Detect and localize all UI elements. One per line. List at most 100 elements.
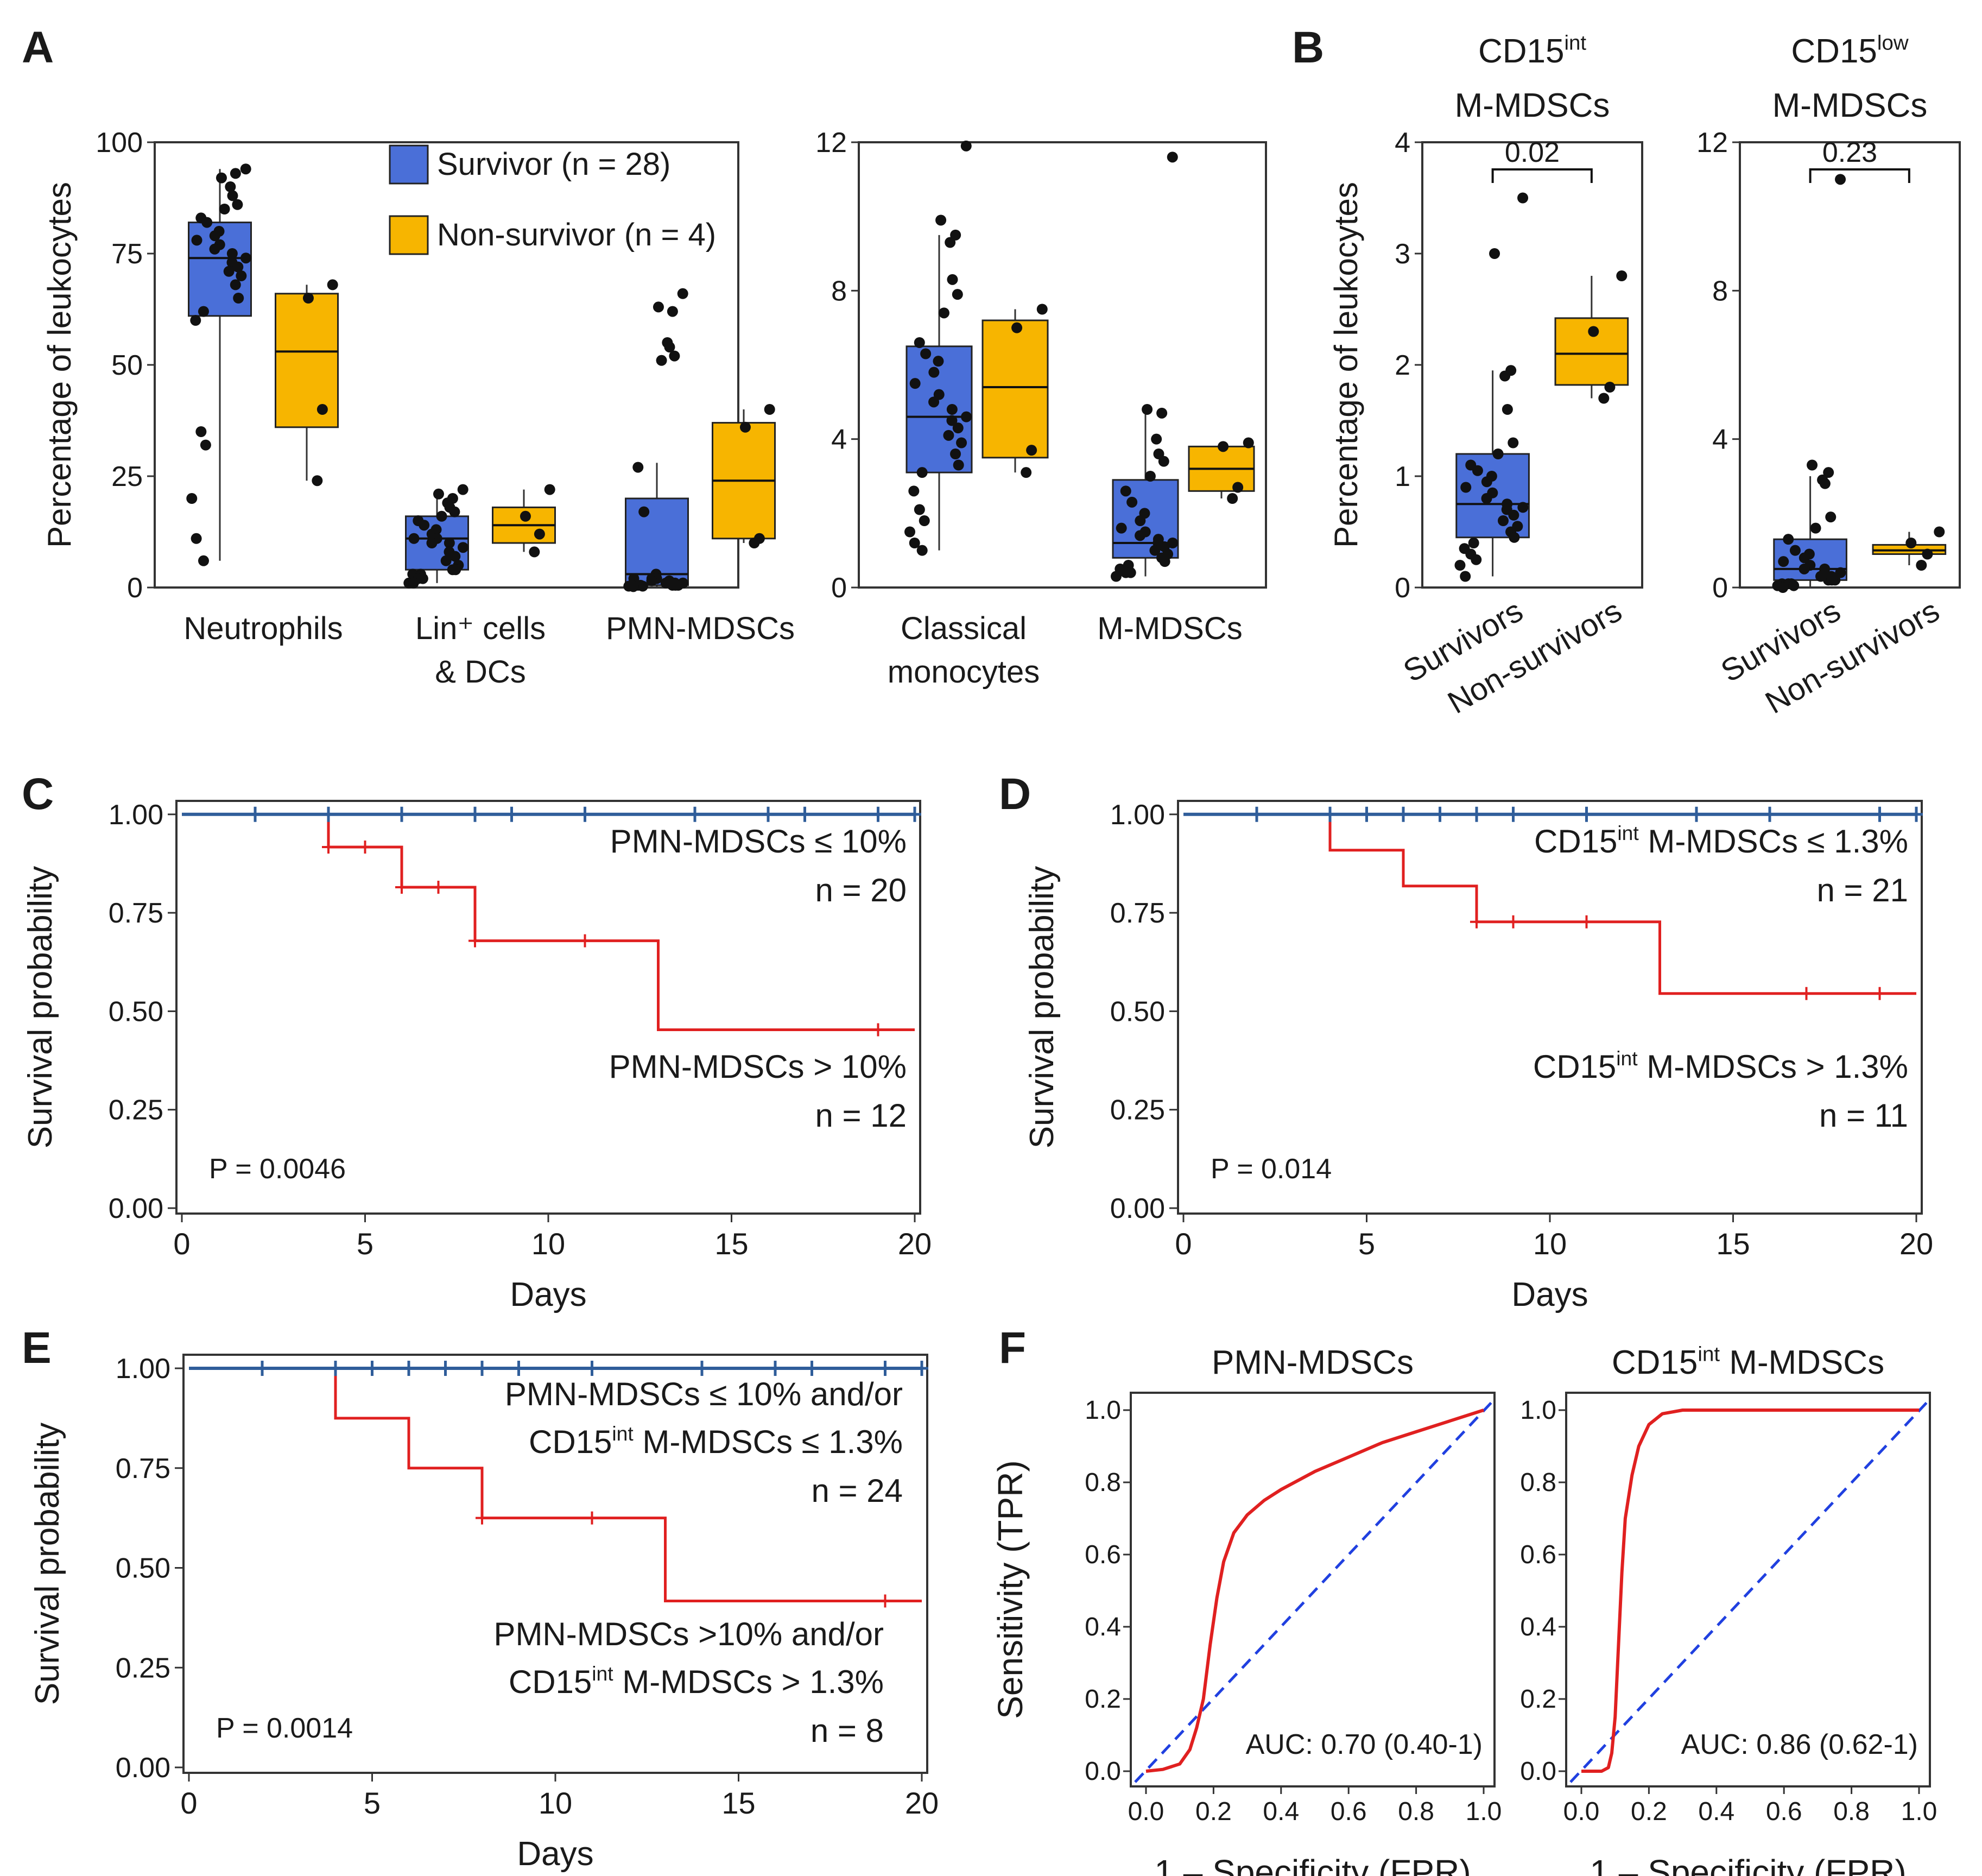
- non-survivor-point: [749, 538, 760, 548]
- survivor-point: [1111, 571, 1122, 582]
- y-tick-label: 0.00: [109, 1193, 163, 1224]
- x-tick-label: 0.8: [1398, 1797, 1434, 1826]
- group-label-high: PMN-MDSCs > 10%: [609, 1048, 907, 1085]
- censor-mark-low: [322, 806, 335, 822]
- survivor-point: [946, 415, 958, 426]
- survivor-point: [667, 306, 678, 317]
- x-tick-label: 0.4: [1263, 1797, 1299, 1826]
- censor-mark-low: [1360, 806, 1373, 822]
- survivor-point: [1517, 502, 1529, 513]
- survivor-point: [444, 538, 455, 548]
- survivor-point: [656, 355, 667, 366]
- survivor-point: [227, 190, 238, 201]
- survivor-point: [216, 172, 227, 184]
- group-n-high: n = 12: [815, 1097, 907, 1134]
- y-tick-label: 0.50: [109, 996, 163, 1027]
- non-survivor-box: [275, 293, 339, 428]
- censor-mark-low: [365, 1361, 379, 1376]
- km-curve-high: [1183, 813, 1916, 995]
- group-label-high-line2: CD15int M-MDSCs > 1.3%: [509, 1662, 884, 1700]
- survivor-point: [233, 293, 244, 304]
- non-survivor-point: [1588, 326, 1599, 337]
- survivor-point: [1508, 437, 1519, 449]
- y-tick-label: 4: [1712, 424, 1728, 456]
- censor-mark-high: [1873, 987, 1886, 1000]
- y-tick-label: 0.75: [116, 1453, 170, 1485]
- x-axis-label: 1 – Specificity (FPR): [1590, 1853, 1906, 1876]
- survivor-point: [1471, 554, 1482, 565]
- x-tick-label: 0.2: [1195, 1797, 1232, 1826]
- survivor-point: [909, 538, 920, 548]
- censor-mark-low: [1910, 806, 1923, 822]
- censor-mark-low: [805, 1361, 819, 1376]
- panel-letter-f: F: [999, 1323, 1026, 1373]
- survivor-point: [236, 270, 247, 281]
- survivor-point: [408, 533, 420, 544]
- non-survivor-point: [1021, 467, 1032, 478]
- y-tick-label: 8: [1712, 275, 1728, 307]
- category-label: monocytes: [888, 654, 1040, 690]
- survivor-point: [226, 248, 238, 259]
- survivor-point: [646, 575, 657, 586]
- survivor-point: [201, 217, 213, 228]
- x-tick-label: 15: [714, 1227, 748, 1261]
- survivor-point: [433, 488, 444, 500]
- censor-mark-low: [329, 1361, 342, 1376]
- non-survivor-point: [1227, 493, 1238, 504]
- x-tick-label: 10: [531, 1227, 565, 1261]
- plot-frame: [1739, 141, 1961, 589]
- censor-mark-low: [256, 1361, 269, 1376]
- panel-f-roc-cd15int: 0.00.0 0.2 0.2 0.4 0.4 0.6 0.6 0.8 0.8 1.0 1.0 CD15…: [1520, 1342, 1937, 1876]
- censor-mark-low: [585, 1361, 599, 1376]
- y-tick-label: 4: [831, 424, 847, 456]
- survivor-point: [1472, 465, 1483, 476]
- group-label-low-line2: CD15int M-MDSCs ≤ 1.3%: [529, 1422, 903, 1460]
- x-tick-label: 0.6: [1766, 1797, 1802, 1826]
- survivor-point: [920, 348, 932, 359]
- censor-mark-low: [1763, 806, 1776, 822]
- survivor-point: [1135, 530, 1146, 541]
- non-survivor-point: [1243, 437, 1254, 449]
- survivor-point: [1135, 515, 1146, 526]
- survivor-point: [1144, 471, 1156, 482]
- group-label-high: CD15int M-MDSCs > 1.3%: [1533, 1047, 1908, 1085]
- p-value: 0.02: [1505, 137, 1560, 168]
- non-survivor-point: [1922, 548, 1933, 560]
- group-n-high: n = 8: [810, 1713, 884, 1749]
- survivor-point: [1156, 407, 1168, 419]
- y-tick-label: 0.2: [1520, 1685, 1556, 1714]
- x-axis-label: Days: [510, 1276, 586, 1313]
- x-tick-label: 0.6: [1331, 1797, 1367, 1826]
- y-tick-label: 0.8: [1520, 1468, 1556, 1497]
- censor-mark-high: [878, 1594, 892, 1608]
- group-n-high: n = 11: [1819, 1097, 1908, 1134]
- survivor-point: [225, 181, 236, 192]
- survivor-point: [935, 214, 947, 226]
- survivor-point: [950, 449, 961, 459]
- survivor-point: [952, 422, 964, 434]
- survivor-point: [952, 289, 963, 300]
- survivor-point: [230, 168, 241, 179]
- survivor-point: [1777, 582, 1789, 593]
- survivor-point: [909, 378, 921, 389]
- survivor-point: [914, 337, 925, 348]
- y-tick-label: 0.25: [109, 1095, 163, 1126]
- y-tick-label: 0.6: [1520, 1540, 1556, 1569]
- legend-survivor-label: Survivor (n = 28): [437, 147, 670, 182]
- y-tick-label: 0.0: [1520, 1757, 1556, 1786]
- non-survivor-point: [1218, 441, 1229, 452]
- legend: Survivor (n = 28) Non-survivor (n = 4): [389, 144, 716, 255]
- x-tick-label: 20: [905, 1786, 939, 1820]
- survivor-point: [664, 342, 675, 353]
- x-tick-label: 0.0: [1563, 1797, 1600, 1826]
- censor-mark-low: [915, 1361, 928, 1376]
- censor-mark-low: [908, 806, 921, 822]
- survivor-point: [1468, 538, 1479, 548]
- significance-bracket: [1809, 168, 1910, 183]
- category-label: M-MDSCs: [1097, 611, 1242, 646]
- y-tick-label: 50: [111, 350, 143, 381]
- censor-mark-high: [1506, 915, 1520, 928]
- y-tick-label: 1.00: [1110, 799, 1165, 831]
- survivor-point: [230, 279, 241, 290]
- survivor-point: [1126, 496, 1138, 508]
